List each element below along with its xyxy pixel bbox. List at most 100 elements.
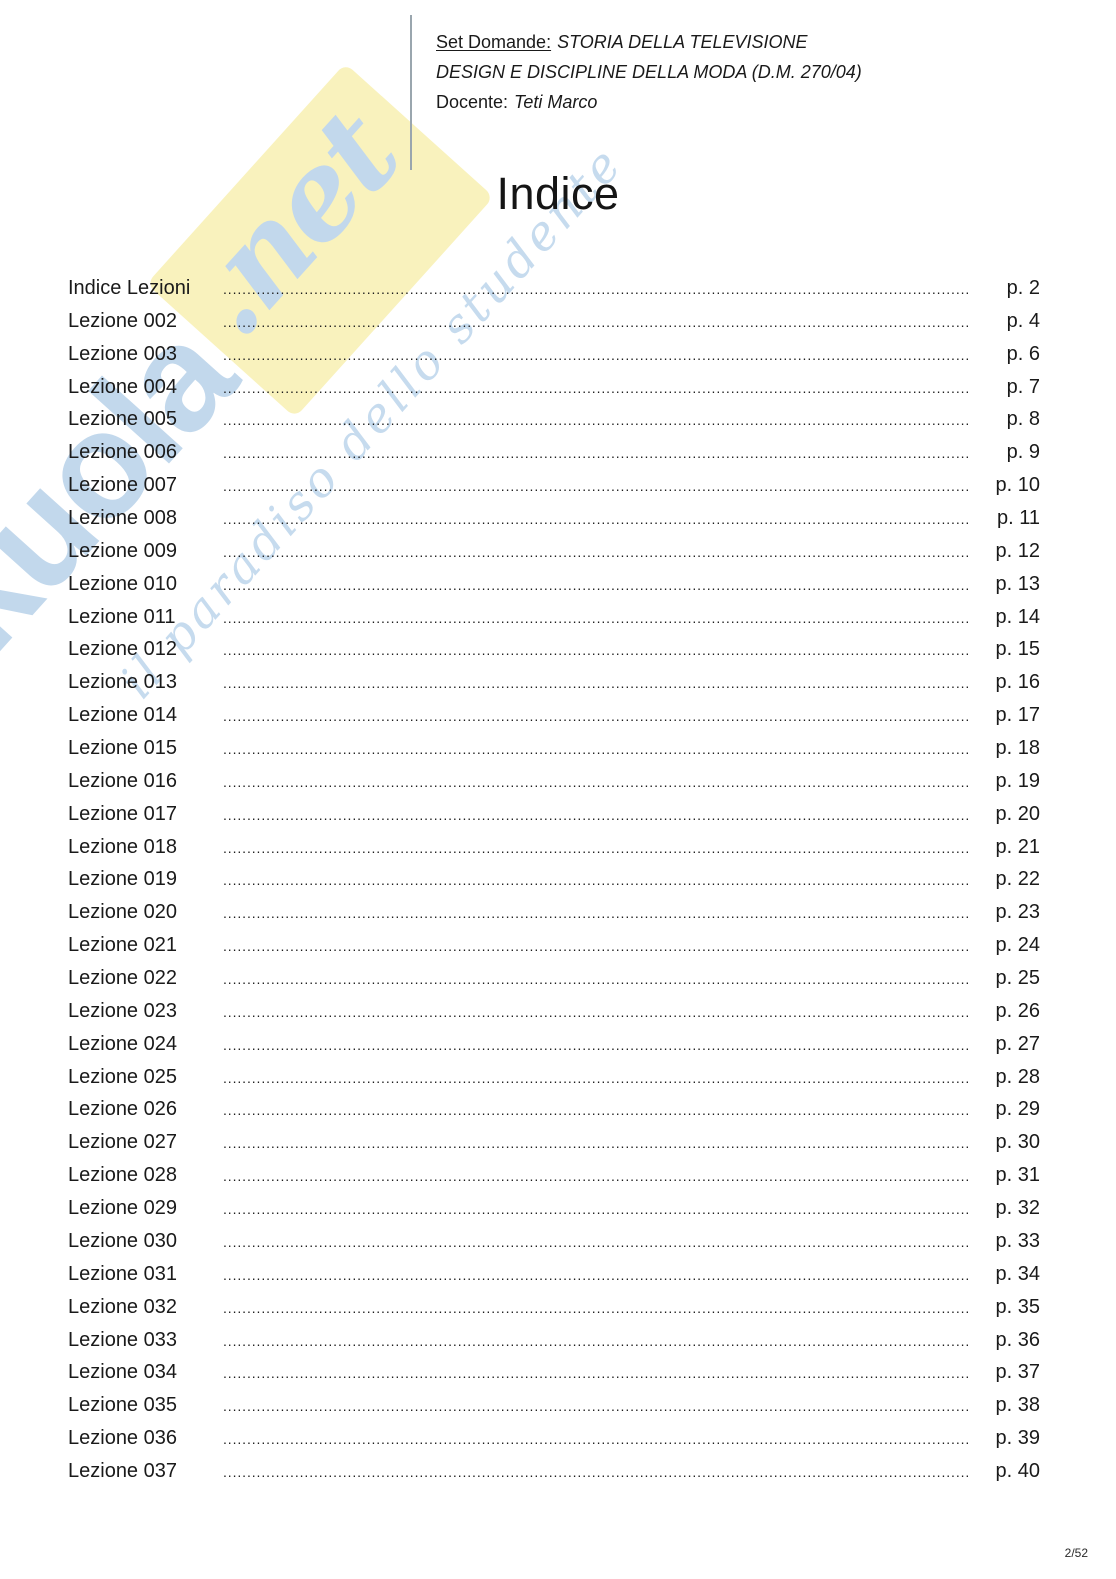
toc-entry-label: Lezione 016	[68, 769, 177, 792]
toc-dot-leader	[223, 445, 968, 461]
toc-dot-leader	[223, 314, 968, 330]
toc-row: Lezione 037 p. 40	[68, 1455, 1040, 1488]
page-number-indicator: 2/52	[1064, 1546, 1088, 1560]
toc-entry-page: p. 26	[995, 999, 1040, 1022]
toc-row: Lezione 031 p. 34	[68, 1258, 1040, 1291]
toc-entry-page: p. 10	[995, 474, 1040, 497]
toc-row: Lezione 011 p. 14	[68, 601, 1040, 634]
toc-dot-leader	[223, 774, 968, 790]
toc-entry-page: p. 13	[995, 572, 1040, 595]
toc-entry-label: Indice Lezioni	[68, 277, 191, 299]
toc-dot-leader	[223, 1267, 968, 1283]
toc-row: Lezione 018 p. 21	[68, 831, 1040, 864]
toc-entry-page: p. 28	[995, 1065, 1040, 1088]
toc-row: Lezione 028 p. 31	[68, 1159, 1040, 1192]
toc-dot-leader	[223, 1234, 968, 1250]
toc-entry-page: p. 40	[995, 1459, 1040, 1482]
toc-dot-leader	[223, 380, 968, 396]
toc-entry-page: p. 14	[995, 605, 1040, 628]
toc-dot-leader	[223, 708, 968, 724]
toc-entry-page: p. 39	[995, 1427, 1040, 1450]
toc-dot-leader	[223, 478, 968, 494]
toc-entry-page: p. 15	[995, 638, 1040, 661]
toc-entry-label: Lezione 033	[68, 1328, 177, 1351]
toc-dot-leader	[223, 872, 968, 888]
toc-dot-leader	[223, 610, 968, 626]
header-line-docente: Docente: Teti Marco	[436, 87, 862, 117]
toc-entry-page: p. 20	[995, 802, 1040, 825]
toc-dot-leader	[223, 1201, 968, 1217]
docente-label: Docente:	[436, 92, 509, 112]
toc-row: Lezione 027 p. 30	[68, 1126, 1040, 1159]
toc-entry-page: p. 32	[995, 1197, 1040, 1220]
toc-row: Lezione 013 p. 16	[68, 666, 1040, 699]
toc-row: Lezione 026 p. 29	[68, 1093, 1040, 1126]
toc-entry-page: p. 27	[995, 1032, 1040, 1055]
toc-entry-label: Lezione 034	[68, 1361, 177, 1384]
toc-dot-leader	[223, 840, 968, 856]
toc-row: Lezione 033 p. 36	[68, 1324, 1040, 1357]
toc-entry-label: Lezione 019	[68, 868, 177, 891]
toc-dot-leader	[223, 511, 968, 527]
toc-dot-leader	[223, 1070, 968, 1086]
toc-entry-page: p. 6	[1006, 342, 1040, 365]
toc-entry-label: Lezione 027	[68, 1131, 177, 1154]
toc-entry-page: p. 9	[1006, 441, 1040, 464]
toc-entry-label: Lezione 021	[68, 934, 177, 957]
toc-entry-label: Lezione 037	[68, 1459, 177, 1482]
toc-dot-leader	[223, 1464, 968, 1480]
toc-row: Lezione 012 p. 15	[68, 633, 1040, 666]
toc-row: Lezione 024 p. 27	[68, 1028, 1040, 1061]
toc-dot-leader	[223, 642, 968, 658]
toc-row: Lezione 010 p. 13	[68, 568, 1040, 601]
document-header: Set Domande: STORIA DELLA TELEVISIONE DES…	[436, 27, 862, 117]
toc-entry-page: p. 16	[995, 671, 1040, 694]
toc-dot-leader	[223, 1135, 968, 1151]
toc-dot-leader	[223, 1168, 968, 1184]
toc-entry-label: Lezione 015	[68, 737, 177, 760]
toc-dot-leader	[223, 938, 968, 954]
set-domande-label: Set Domande:	[436, 32, 552, 52]
toc-entry-label: Lezione 024	[68, 1032, 177, 1055]
toc-entry-page: p. 11	[997, 507, 1040, 530]
toc-entry-page: p. 18	[995, 737, 1040, 760]
toc-row: Lezione 008 p. 11	[68, 502, 1040, 535]
toc-entry-page: p. 21	[995, 835, 1040, 858]
toc-entry-label: Lezione 026	[68, 1098, 177, 1121]
toc-entry-label: Lezione 028	[68, 1164, 177, 1187]
toc-dot-leader	[223, 412, 968, 428]
toc-row: Lezione 029 p. 32	[68, 1192, 1040, 1225]
toc-entry-page: p. 2	[1006, 277, 1040, 299]
toc-row: Lezione 017 p. 20	[68, 798, 1040, 831]
toc-row: Lezione 003 p. 6	[68, 338, 1040, 371]
toc-dot-leader	[223, 1004, 968, 1020]
toc-entry-label: Lezione 009	[68, 539, 177, 562]
toc-entry-label: Lezione 032	[68, 1295, 177, 1318]
toc-row: Lezione 023 p. 26	[68, 995, 1040, 1028]
toc-row: Lezione 004 p. 7	[68, 371, 1040, 404]
toc-entry-label: Lezione 006	[68, 441, 177, 464]
header-vertical-rule	[410, 15, 412, 170]
toc-row: Lezione 002 p. 4	[68, 305, 1040, 338]
toc-entry-label: Lezione 023	[68, 999, 177, 1022]
toc-row: Lezione 007 p. 10	[68, 469, 1040, 502]
toc-row: Lezione 025 p. 28	[68, 1061, 1040, 1094]
toc-entry-page: p. 7	[1006, 375, 1040, 398]
toc-entry-label: Lezione 035	[68, 1394, 177, 1417]
header-line-set-domande: Set Domande: STORIA DELLA TELEVISIONE	[436, 27, 862, 57]
course-title-line1: STORIA DELLA TELEVISIONE	[557, 32, 808, 52]
toc-dot-leader	[223, 1333, 968, 1349]
toc-dot-leader	[223, 1037, 968, 1053]
toc-entry-label: Lezione 030	[68, 1229, 177, 1252]
toc-row: Lezione 020 p. 23	[68, 896, 1040, 929]
toc-entry-label: Lezione 010	[68, 572, 177, 595]
toc-entry-label: Lezione 002	[68, 309, 177, 332]
toc-row: Lezione 030 p. 33	[68, 1225, 1040, 1258]
toc-entry-label: Lezione 025	[68, 1065, 177, 1088]
toc-row: Lezione 016 p. 19	[68, 765, 1040, 798]
toc-dot-leader	[223, 807, 968, 823]
toc-dot-leader	[223, 741, 968, 757]
toc-entry-label: Lezione 022	[68, 967, 177, 990]
toc-entry-label: Lezione 029	[68, 1197, 177, 1220]
